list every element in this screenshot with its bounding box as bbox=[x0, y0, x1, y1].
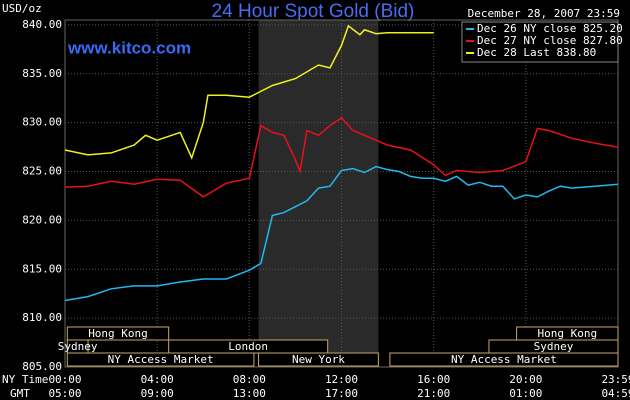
session-label: NY Access Market bbox=[108, 353, 214, 366]
x-tick-label: 12:00 bbox=[325, 373, 358, 386]
x-tick-label: 16:00 bbox=[417, 373, 450, 386]
session-box bbox=[66, 352, 255, 367]
series-line bbox=[64, 116, 619, 198]
x-tick-label: 04:00 bbox=[141, 373, 174, 386]
y-tick-label: 835.00 bbox=[22, 67, 62, 80]
session-box bbox=[389, 352, 619, 367]
legend-label: Dec 27 NY close 827.80 bbox=[477, 34, 623, 47]
session-box bbox=[258, 352, 379, 367]
source-label: www.kitco.com bbox=[67, 38, 191, 57]
y-tick-label: 820.00 bbox=[22, 213, 62, 226]
y-tick-label: 840.00 bbox=[22, 18, 62, 31]
x2-tick-label: 05:00 bbox=[48, 387, 81, 400]
legend-label: Dec 28 Last 838.80 bbox=[477, 46, 596, 59]
session-box bbox=[66, 326, 170, 341]
x2-tick-label: 17:00 bbox=[325, 387, 358, 400]
session-label: Sydney bbox=[534, 340, 574, 353]
session-label: Hong Kong bbox=[538, 327, 598, 340]
session-label: Sydney bbox=[58, 340, 98, 353]
series-line bbox=[64, 24, 434, 160]
series-line bbox=[64, 165, 619, 302]
session-label: New York bbox=[292, 353, 345, 366]
y-tick-label: 815.00 bbox=[22, 262, 62, 275]
y-axis-label: USD/oz bbox=[2, 2, 42, 15]
x2-tick-label: 13:00 bbox=[233, 387, 266, 400]
x-tick-label: 23:59 bbox=[601, 373, 630, 386]
plot-frame bbox=[64, 19, 619, 368]
y-tick-label: 810.00 bbox=[22, 311, 62, 324]
x-tick-label: 08:00 bbox=[233, 373, 266, 386]
x2-tick-label: 01:00 bbox=[509, 387, 542, 400]
x-row-label: NY Time bbox=[2, 373, 48, 386]
session-label: London bbox=[228, 340, 268, 353]
session-label: NY Access Market bbox=[451, 353, 557, 366]
session-label: Hong Kong bbox=[88, 327, 148, 340]
x-row-label: GMT bbox=[10, 387, 30, 400]
highlight-band bbox=[258, 20, 379, 367]
chart-title: 24 Hour Spot Gold (Bid) bbox=[212, 1, 415, 22]
legend-label: Dec 26 NY close 825.20 bbox=[477, 22, 623, 35]
chart-subtitle: December 28, 2007 23:59 bbox=[468, 7, 620, 20]
legend-box bbox=[461, 21, 619, 63]
x-tick-label: 20:00 bbox=[509, 373, 542, 386]
x2-tick-label: 09:00 bbox=[141, 387, 174, 400]
y-tick-label: 805.00 bbox=[22, 360, 62, 373]
x-tick-label: 00:00 bbox=[48, 373, 81, 386]
y-tick-label: 825.00 bbox=[22, 165, 62, 178]
y-tick-label: 830.00 bbox=[22, 116, 62, 129]
x2-tick-label: 21:00 bbox=[417, 387, 450, 400]
x2-tick-label: 04:59 bbox=[601, 387, 630, 400]
